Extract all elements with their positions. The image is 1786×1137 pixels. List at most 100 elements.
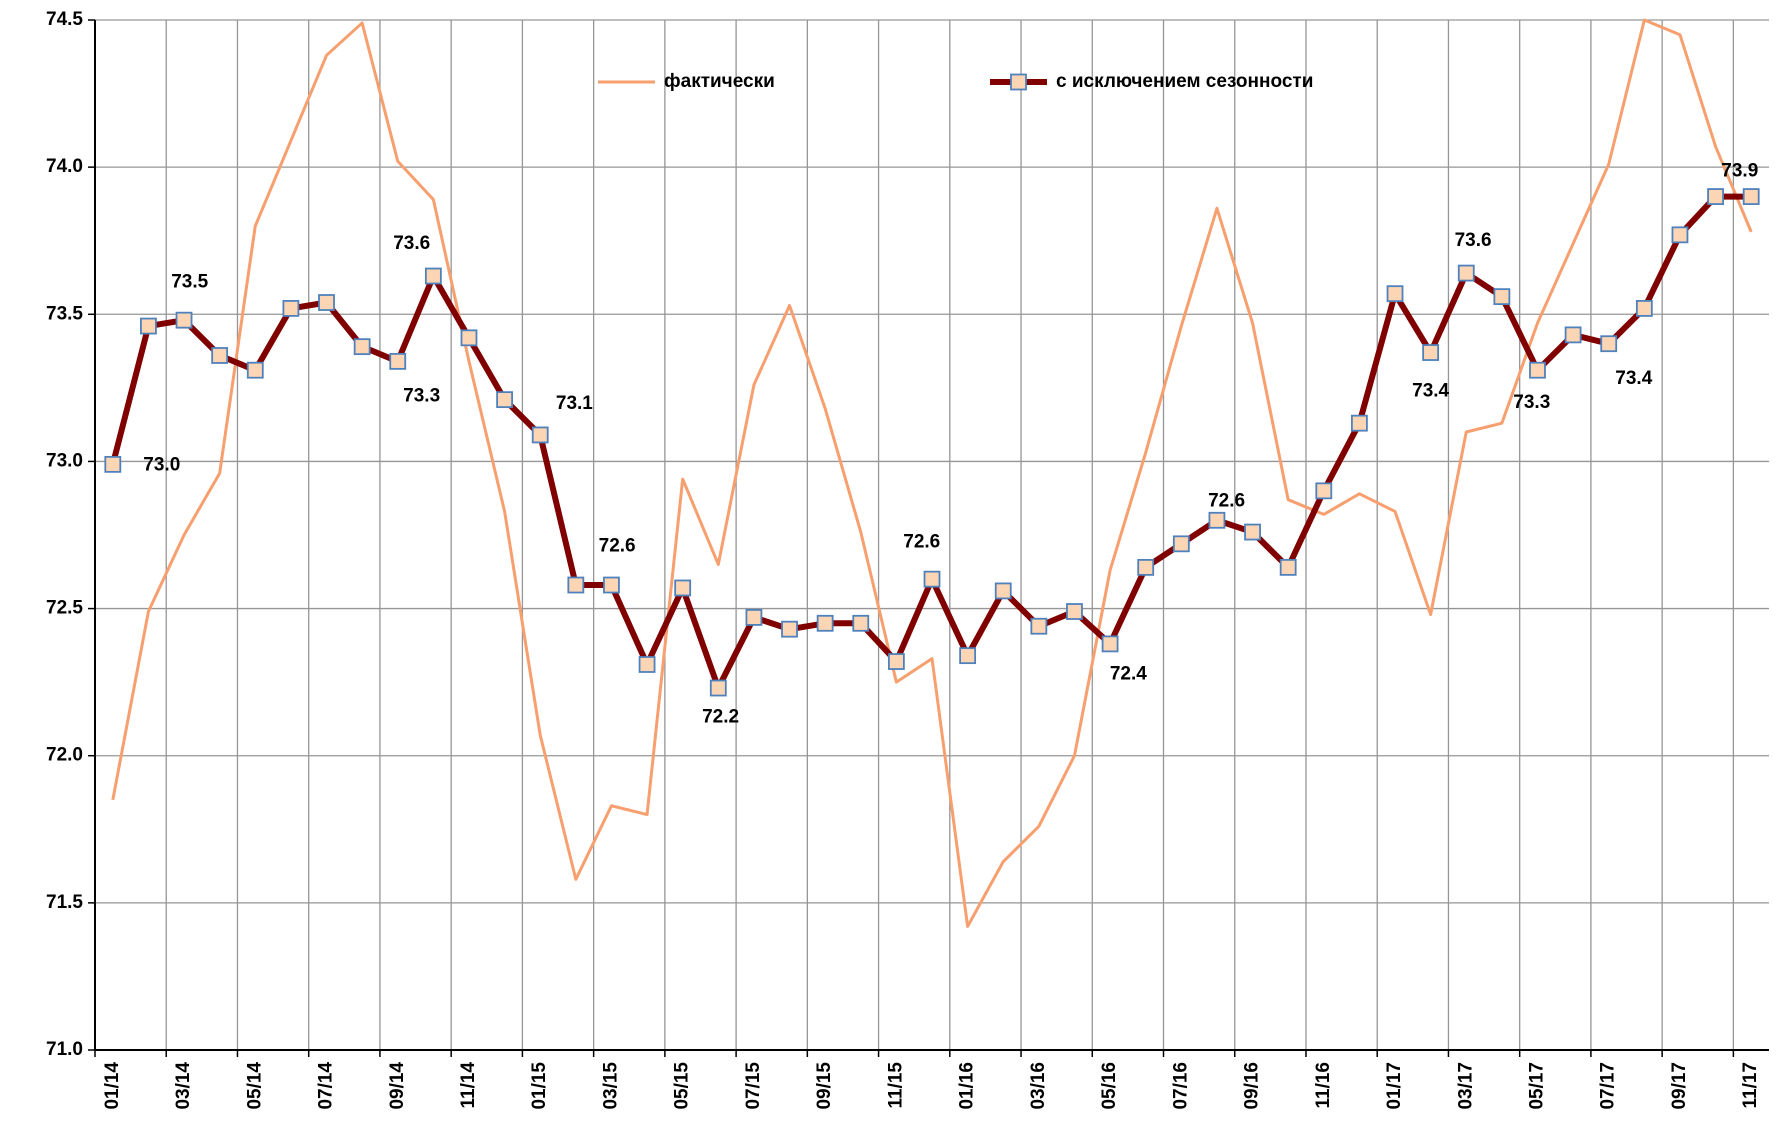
value-label: 72.2: [702, 707, 739, 728]
marker: [1564, 326, 1582, 344]
value-label: 73.0: [143, 455, 180, 476]
value-label: 73.3: [403, 386, 440, 407]
y-tick-label: 73.5: [46, 303, 83, 324]
marker: [1315, 482, 1333, 500]
x-tick-label: 11/17: [1740, 1062, 1761, 1109]
x-tick-label: 05/16: [1099, 1062, 1120, 1110]
x-tick-label: 03/15: [600, 1062, 621, 1110]
marker: [318, 294, 335, 311]
x-tick-label: 09/14: [387, 1062, 408, 1110]
marker: [852, 614, 870, 632]
marker: [1600, 335, 1618, 353]
marker: [1422, 344, 1440, 361]
x-tick-label: 01/14: [102, 1062, 123, 1110]
marker: [1457, 264, 1475, 282]
x-tick-label: 01/16: [957, 1062, 978, 1110]
marker: [389, 352, 407, 370]
marker: [1671, 226, 1689, 244]
marker: [1101, 635, 1119, 653]
marker: [1707, 188, 1724, 205]
legend-label: с исключением сезонности: [1056, 71, 1313, 92]
marker: [1208, 511, 1226, 529]
x-tick-label: 11/15: [885, 1062, 906, 1109]
marker: [140, 317, 157, 335]
x-tick-label: 09/16: [1242, 1062, 1263, 1110]
marker: [175, 311, 193, 329]
value-label: 72.6: [903, 532, 940, 553]
marker: [1172, 535, 1190, 553]
marker: [1137, 558, 1155, 576]
x-tick-label: 07/14: [316, 1062, 337, 1110]
marker: [1030, 617, 1048, 635]
x-tick-label: 05/17: [1527, 1062, 1548, 1110]
value-label: 72.6: [599, 535, 636, 556]
value-label: 72.4: [1110, 664, 1147, 685]
marker: [1386, 285, 1404, 303]
y-tick-label: 74.5: [46, 9, 83, 30]
value-label: 73.6: [1455, 230, 1492, 251]
y-tick-label: 72.0: [46, 745, 83, 766]
marker: [1529, 361, 1546, 379]
marker: [674, 579, 692, 597]
x-tick-label: 03/16: [1028, 1062, 1049, 1110]
series-line: [111, 18, 1753, 928]
marker: [887, 653, 905, 670]
marker: [816, 614, 834, 632]
value-label: 73.3: [1513, 392, 1550, 413]
x-tick-label: 07/17: [1598, 1062, 1619, 1110]
legend-label: фактически: [664, 71, 775, 92]
value-label: 72.6: [1208, 490, 1245, 511]
value-label: 73.5: [171, 272, 208, 293]
marker: [603, 576, 620, 594]
x-tick-label: 01/17: [1384, 1062, 1405, 1110]
marker: [1635, 299, 1653, 317]
x-tick-label: 03/14: [173, 1062, 194, 1110]
value-label: 73.9: [1721, 161, 1758, 182]
marker: [1244, 523, 1261, 541]
marker: [104, 455, 122, 473]
x-tick-label: 11/14: [458, 1062, 479, 1109]
marker: [781, 620, 798, 638]
marker: [1742, 188, 1760, 205]
y-tick-label: 71.5: [46, 892, 83, 913]
marker: [1066, 603, 1083, 620]
legend-marker: [1010, 73, 1027, 91]
marker: [1279, 558, 1297, 576]
y-tick-label: 73.0: [46, 450, 83, 471]
series-line: [109, 193, 1752, 692]
marker: [531, 426, 549, 444]
marker: [745, 609, 763, 626]
marker: [282, 299, 300, 317]
marker: [246, 361, 264, 379]
marker: [353, 338, 371, 356]
marker: [460, 329, 478, 347]
x-tick-label: 07/15: [743, 1062, 764, 1110]
x-tick-label: 01/15: [529, 1062, 550, 1110]
value-label: 73.1: [556, 393, 593, 414]
marker: [424, 267, 442, 285]
marker: [923, 570, 941, 588]
x-tick-label: 11/16: [1313, 1062, 1334, 1109]
x-tick-label: 09/17: [1669, 1062, 1690, 1110]
marker: [1493, 288, 1511, 306]
value-label: 73.4: [1615, 368, 1652, 389]
y-tick-label: 74.0: [46, 156, 83, 177]
marker: [959, 647, 977, 665]
marker: [638, 656, 656, 673]
value-label: 73.4: [1412, 380, 1449, 401]
marker: [994, 582, 1012, 600]
x-tick-label: 09/15: [814, 1062, 835, 1110]
marker: [709, 679, 727, 697]
marker: [496, 391, 513, 409]
value-label: 73.6: [393, 233, 430, 254]
x-tick-label: 05/14: [244, 1062, 265, 1110]
marker: [1351, 414, 1368, 432]
x-tick-label: 05/15: [672, 1062, 693, 1110]
x-tick-label: 07/16: [1170, 1062, 1191, 1110]
y-tick-label: 72.5: [46, 598, 83, 619]
y-tick-label: 71.0: [46, 1039, 83, 1060]
marker: [211, 347, 229, 364]
x-tick-label: 03/17: [1455, 1062, 1476, 1110]
marker: [567, 576, 585, 594]
